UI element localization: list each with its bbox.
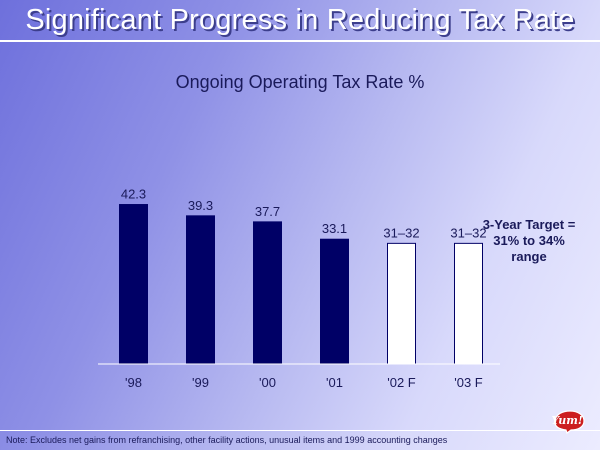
footnote: Note: Excludes net gains from refranchis… — [6, 435, 448, 445]
data-label-4: 31–32 — [383, 225, 419, 240]
bar-2 — [253, 221, 282, 365]
yum-logo — [554, 410, 585, 434]
target-note-line-2: 31% to 34% — [493, 233, 565, 248]
bar-5 — [454, 242, 483, 365]
x-tick-label-0: '98 — [125, 375, 142, 390]
x-tick-label-1: '99 — [192, 375, 209, 390]
chart-marks: 42.3 '98 39.3 '99 37.7 '00 33.1 '01 31–32 '02 F 31… — [119, 187, 487, 390]
x-tick-label-3: '01 — [326, 375, 343, 390]
bar-3 — [320, 238, 349, 365]
data-label-5: 31–32 — [450, 225, 486, 240]
logo-text: Yum! — [551, 414, 583, 427]
footer-divider — [0, 430, 600, 431]
target-note-line-1: 3-Year Target = — [482, 217, 576, 232]
bar-chart: Ongoing Operating Tax Rate % 42.3 '98 39.3… — [119, 72, 487, 390]
x-tick-label-5: '03 F — [454, 375, 483, 390]
data-label-0: 42.3 — [121, 187, 146, 202]
target-note: 3-Year Target = 31% to 34% range — [466, 217, 592, 265]
bar-4 — [387, 242, 416, 365]
slide-title: Significant Progress in Reducing Tax Rat… — [25, 4, 575, 36]
target-note-line-3: range — [511, 249, 547, 264]
title-divider — [0, 40, 600, 42]
bar-0 — [119, 204, 148, 365]
chart-title: Ongoing Operating Tax Rate % — [176, 72, 425, 92]
x-tick-label-4: '02 F — [387, 375, 416, 390]
data-label-2: 37.7 — [255, 204, 280, 219]
x-tick-label-2: '00 — [259, 375, 276, 390]
data-label-1: 39.3 — [188, 198, 213, 213]
bar-1 — [186, 215, 215, 365]
data-label-3: 33.1 — [322, 221, 347, 236]
